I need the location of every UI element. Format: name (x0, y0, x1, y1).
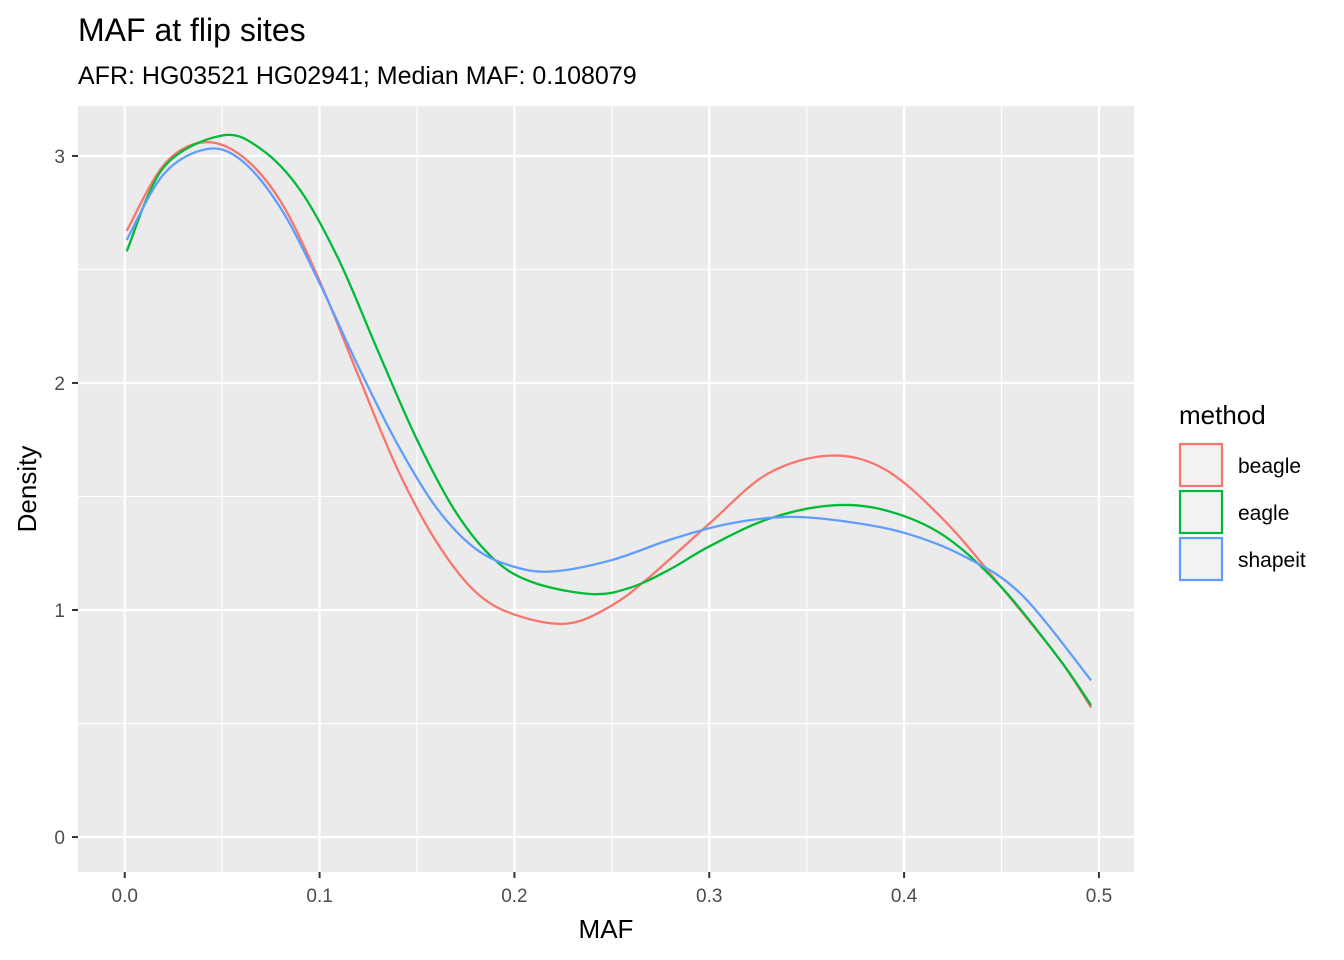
x-axis-ticks: 0.0 0.1 0.2 0.3 0.4 0.5 (112, 872, 1112, 907)
legend-key-beagle (1178, 442, 1224, 488)
legend-label-eagle: eagle (1238, 502, 1289, 525)
legend-key-shapeit (1178, 536, 1224, 582)
x-tick-label: 0.5 (1086, 886, 1112, 907)
minor-gridlines (78, 106, 1134, 872)
y-tick-label: 2 (54, 374, 65, 395)
x-tick-label: 0.1 (306, 886, 332, 907)
y-tick-label: 0 (54, 828, 65, 849)
chart-title: MAF at flip sites (78, 12, 306, 48)
x-tick-label: 0.0 (112, 886, 138, 907)
legend-items: beagle eagle shapeit (1178, 442, 1306, 582)
series-lines (125, 133, 1093, 709)
plot-panel (78, 106, 1134, 872)
series-line-eagle (125, 133, 1093, 707)
y-tick-label: 1 (54, 601, 65, 622)
chart-subtitle: AFR: HG03521 HG02941; Median MAF: 0.1080… (78, 62, 637, 90)
series-line-shapeit (125, 147, 1093, 682)
x-tick-label: 0.4 (891, 886, 918, 907)
legend-label-beagle: beagle (1238, 455, 1301, 478)
y-tick-label: 3 (54, 147, 65, 168)
y-axis-title: Density (12, 446, 42, 533)
legend: method beagle eagle shapeit (1178, 400, 1306, 582)
y-axis-ticks: 0 1 2 3 (54, 147, 78, 849)
series-line-beagle (125, 140, 1093, 709)
legend-key-eagle (1178, 489, 1224, 535)
x-tick-label: 0.2 (501, 886, 527, 907)
x-axis-title: MAF (579, 914, 634, 944)
legend-title: method (1179, 400, 1266, 430)
major-gridlines (78, 106, 1134, 872)
x-tick-label: 0.3 (696, 886, 722, 907)
legend-label-shapeit: shapeit (1238, 549, 1306, 572)
